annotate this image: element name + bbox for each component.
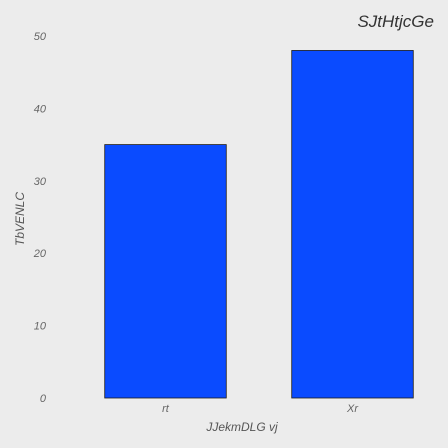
y-tick-label: 20 (33, 248, 47, 260)
y-axis-ticks: 0 10 20 30 40 50 (33, 31, 47, 405)
y-tick-label: 10 (34, 321, 47, 333)
x-tick-label: rt (162, 403, 170, 415)
y-tick-label: 50 (34, 31, 47, 43)
x-axis-title: JJekmDLG vj (205, 420, 278, 434)
y-axis-title: TbVENLC (13, 192, 27, 246)
y-tick-label: 30 (34, 176, 47, 188)
bar-Xr (291, 50, 414, 399)
chart-title: SJtHtjcGe (357, 12, 434, 31)
bar-rt (104, 144, 227, 399)
x-axis-ticks: rt Xr (162, 403, 359, 415)
x-tick-label: Xr (346, 403, 359, 415)
y-tick-label: 0 (40, 393, 47, 405)
bars-group (104, 50, 414, 399)
y-tick-label: 40 (34, 103, 47, 115)
